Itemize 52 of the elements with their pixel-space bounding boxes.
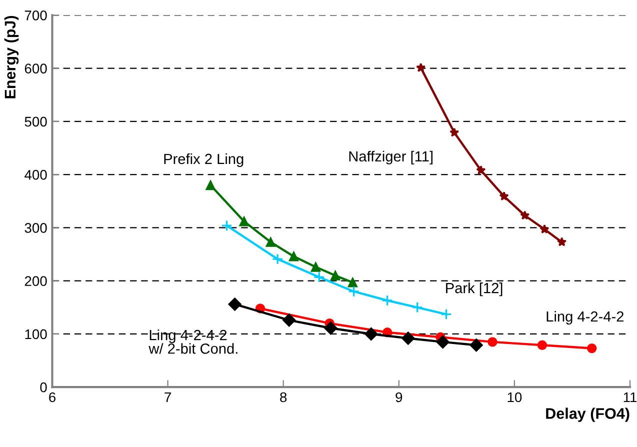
x-tick-label: 9 (396, 392, 402, 402)
y-tick-label: 400 (24, 170, 47, 180)
point (364, 327, 378, 341)
point (382, 294, 394, 306)
point (470, 338, 483, 352)
point (402, 332, 415, 345)
point (488, 337, 498, 347)
point (540, 224, 550, 234)
point (324, 322, 338, 335)
point (587, 343, 597, 354)
series-label: Ling 4-2-4-2 w/ 2-bit Cond. (148, 330, 238, 354)
point (436, 335, 450, 349)
point (206, 180, 216, 190)
point (537, 340, 548, 350)
series-label: Ling 4-2-4-2 (546, 310, 624, 325)
point (412, 302, 424, 314)
y-tick-label: 300 (24, 223, 47, 233)
y-tick-label: 700 (24, 10, 47, 20)
point (266, 237, 276, 247)
series-label: Park [12] (446, 282, 502, 296)
x-tick-label: 7 (164, 392, 171, 402)
point (348, 278, 358, 288)
point (416, 62, 426, 72)
y-tick-label: 600 (24, 64, 47, 74)
point (239, 216, 249, 226)
point (440, 308, 452, 320)
x-tick-label: 10 (508, 392, 522, 402)
y-tick-label: 500 (24, 116, 47, 127)
point (557, 237, 567, 246)
x-axis-title: Delay (FO4) (546, 408, 630, 422)
point (228, 298, 242, 311)
point (282, 314, 296, 327)
point (348, 286, 360, 298)
x-tick-label: 6 (49, 392, 56, 402)
point (310, 262, 321, 272)
y-tick-label: 100 (25, 329, 47, 340)
series-label: Naffziger [11] (349, 150, 432, 164)
point (221, 220, 232, 232)
y-tick-label: 200 (24, 276, 47, 286)
point (330, 270, 340, 280)
point (288, 252, 299, 262)
point (476, 165, 486, 175)
point (272, 253, 284, 265)
point (450, 128, 460, 137)
point (313, 271, 325, 283)
y-tick-label: 0 (40, 382, 47, 392)
series-label: Prefix 2 Ling (164, 153, 244, 168)
x-tick-label: 8 (280, 392, 287, 402)
y-axis-title: Energy (pJ) (4, 16, 19, 98)
point (499, 191, 509, 201)
point (520, 210, 530, 220)
x-tick-label: 11 (624, 392, 637, 402)
